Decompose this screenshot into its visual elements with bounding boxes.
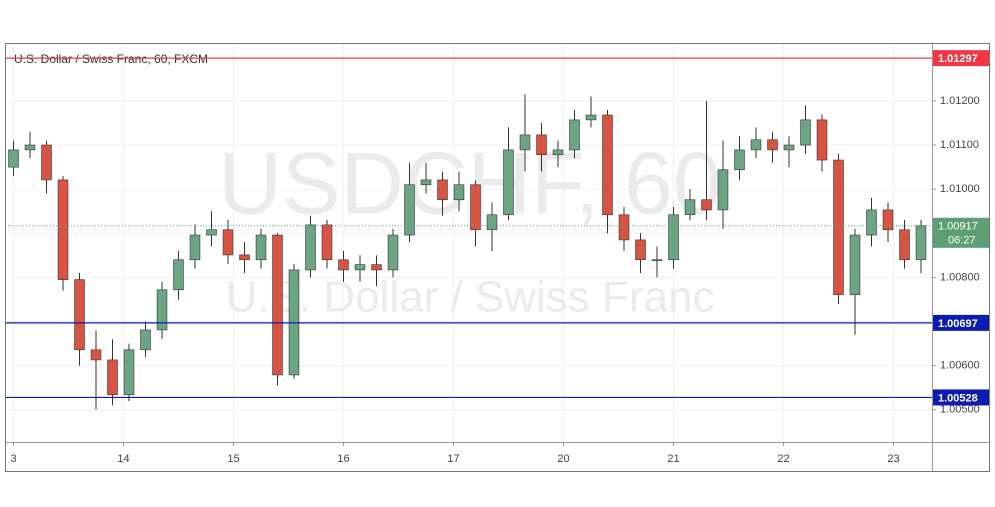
- x-tick-label: 15: [227, 453, 239, 465]
- y-tick-label: 1.01200: [940, 95, 980, 107]
- candle-body: [123, 349, 135, 396]
- level-label: 1.00697: [938, 318, 978, 330]
- candle-body: [668, 214, 679, 261]
- candle-body: [552, 149, 564, 156]
- candle-body: [849, 234, 861, 295]
- candle-body: [437, 179, 448, 201]
- level-label: 1.01297: [938, 53, 978, 65]
- candle-body: [107, 359, 118, 396]
- candle-body: [239, 254, 250, 261]
- candle-body: [90, 349, 102, 361]
- level-label: 1.00528: [938, 392, 978, 404]
- y-tick-label: 1.01100: [940, 139, 979, 151]
- candle-body: [387, 234, 399, 271]
- candle-body: [651, 259, 663, 262]
- candle-body: [206, 229, 217, 236]
- plot: [8, 94, 927, 410]
- y-tick-label: 1.00500: [940, 404, 980, 416]
- watermark-symbol: USDCHF, 60: [218, 133, 722, 232]
- candle-body: [503, 149, 514, 216]
- candle-body: [899, 229, 910, 261]
- watermark-name: U.S. Dollar / Swiss Franc: [226, 273, 715, 322]
- candle-body: [305, 224, 316, 271]
- y-tick-label: 1.01000: [940, 183, 980, 195]
- candle-body: [321, 224, 333, 261]
- x-tick-label: 17: [447, 453, 459, 465]
- candle-body: [57, 179, 69, 280]
- candle-body: [816, 119, 828, 161]
- y-tick-label: 1.00600: [940, 360, 980, 372]
- candle-body: [470, 184, 481, 231]
- last-price-label: 1.00917: [938, 221, 978, 233]
- candle-body: [173, 259, 184, 291]
- candle-body: [24, 144, 36, 151]
- x-tick-label: 23: [887, 453, 899, 465]
- countdown: 06:27: [948, 235, 976, 247]
- candle-body: [272, 234, 283, 376]
- candle-body: [354, 264, 366, 271]
- chart-title: U.S. Dollar / Swiss Franc, 60, FXCM: [14, 52, 208, 66]
- candle-body: [255, 234, 267, 261]
- candle-body: [701, 199, 712, 211]
- candle-body: [222, 229, 234, 256]
- frame: [5, 43, 990, 472]
- candle-body: [585, 114, 597, 121]
- x-tick-label: 3: [10, 453, 16, 465]
- candle-body: [684, 199, 696, 216]
- y-tick-label: 1.00800: [940, 271, 980, 283]
- candle-body: [156, 289, 168, 331]
- x-tick-label: 14: [117, 453, 129, 465]
- candle-body: [371, 264, 382, 271]
- candle-body: [915, 225, 927, 261]
- candle-body: [635, 239, 646, 261]
- candle-body: [882, 209, 894, 231]
- candle-body: [602, 114, 613, 216]
- level-tag: [933, 50, 989, 67]
- candle-body: [833, 159, 844, 295]
- level-tag: [933, 314, 989, 331]
- grid: [8, 44, 932, 442]
- candle-body: [74, 279, 85, 351]
- x-tick-label: 16: [337, 453, 349, 465]
- x-tick-label: 20: [557, 453, 569, 465]
- candle-body: [618, 214, 630, 241]
- candle-body: [569, 119, 580, 151]
- candle-body: [519, 134, 531, 151]
- candle-body: [486, 214, 498, 231]
- candle-body: [404, 184, 415, 236]
- candle-body: [41, 144, 52, 181]
- last-price-tag: [933, 217, 989, 248]
- candle-body: [734, 149, 745, 171]
- x-tick-label: 21: [667, 453, 679, 465]
- candle-body: [453, 184, 465, 201]
- candle-body: [767, 139, 778, 151]
- candle-body: [717, 169, 729, 211]
- candle-body: [338, 259, 349, 271]
- candle-body: [536, 134, 547, 156]
- candle-body: [140, 329, 151, 351]
- level-tag: [933, 389, 989, 406]
- candle-body: [8, 149, 19, 168]
- x-tick-label: 22: [777, 453, 789, 465]
- candle-body: [189, 234, 201, 261]
- candle-body: [783, 144, 795, 151]
- candle-body: [750, 139, 762, 151]
- candle-body: [420, 179, 432, 186]
- candle-body: [866, 209, 877, 236]
- candle-body: [800, 119, 811, 146]
